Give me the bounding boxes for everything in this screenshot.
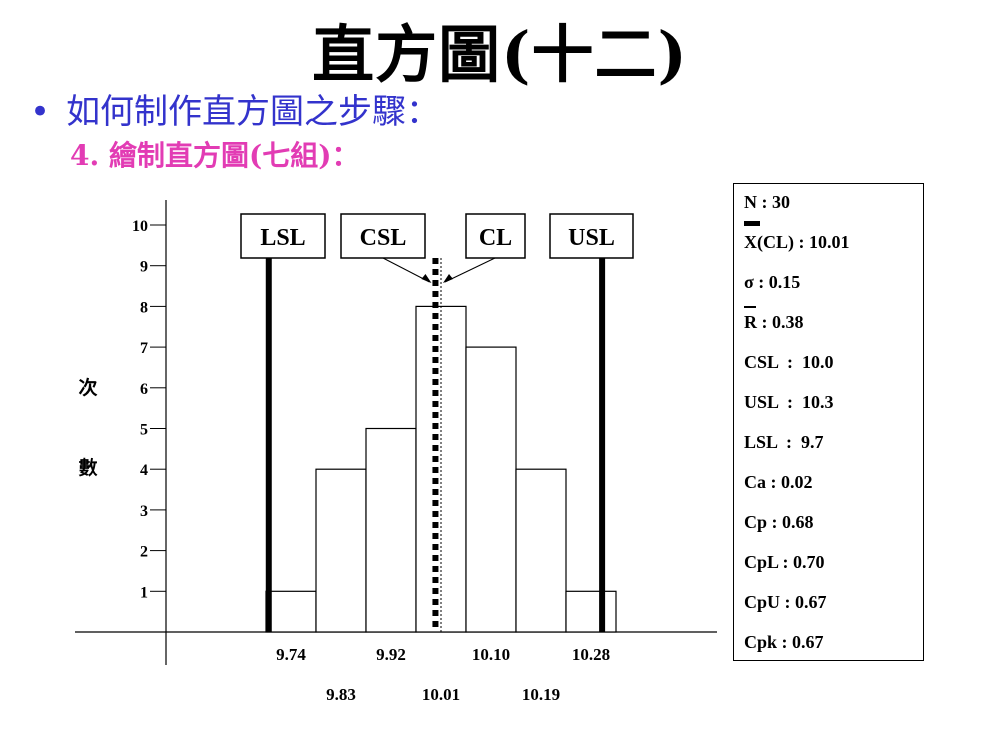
x-tick-label: 10.01 (422, 685, 460, 704)
bullet-dot: • (30, 92, 51, 132)
histogram-bar (315, 468, 367, 633)
y-tick-label: 3 (140, 503, 148, 520)
x-tick-label: 10.28 (572, 645, 610, 664)
rbar-overline (744, 306, 756, 308)
lsl-label-box (240, 213, 326, 259)
stat-line: σ : 0.15 (744, 272, 801, 292)
y-tick-label: 9 (140, 259, 148, 276)
csl-arrow (382, 257, 430, 283)
stat-line: N : 30 (744, 192, 790, 212)
cl-label: CL (479, 225, 512, 251)
x-tick-label: 10.10 (472, 645, 510, 664)
page-title: 直方圖(十二) (312, 18, 688, 91)
stat-line: CpL : 0.70 (744, 552, 825, 572)
stat-line: LSL : 9.7 (744, 432, 824, 452)
stat-line: R : 0.38 (744, 312, 804, 332)
histogram-bar (265, 590, 317, 633)
usl-label: USL (568, 225, 615, 251)
stat-line: X(CL) : 10.01 (744, 232, 850, 252)
reference-lines (240, 213, 634, 632)
y-tick-label: 10 (132, 218, 148, 235)
stat-line: CSL : 10.0 (744, 352, 834, 372)
cl-label-box (465, 213, 526, 259)
lsl-label: LSL (260, 225, 305, 251)
y-tick-label: 6 (140, 381, 148, 398)
histogram-bar (365, 427, 417, 633)
csl-arrowhead (421, 274, 432, 283)
histogram-bars (265, 305, 617, 633)
cl-arrowhead (443, 274, 453, 283)
step-subtitle: 4. 繪制直方圖(七組)： (70, 139, 360, 172)
stat-line: USL : 10.3 (744, 392, 834, 412)
statistics-panel: N : 30 X(CL) : 10.01 σ : 0.15 R : 0.38 CSL :… (733, 183, 924, 661)
stat-line: Ca : 0.02 (744, 472, 813, 492)
stat-line: Cp : 0.68 (744, 512, 814, 532)
y-tick-label: 1 (140, 584, 148, 601)
y-tick-label: 8 (140, 299, 148, 316)
csl-label: CSL (360, 225, 407, 251)
bullet-text: 如何制作直方圖之步驟： (66, 92, 441, 132)
y-tick-label: 2 (140, 544, 148, 561)
x-tick-label: 9.92 (376, 645, 406, 664)
stat-line: Cpk : 0.67 (744, 632, 824, 652)
x-tick-label: 9.83 (326, 685, 356, 704)
histogram-bar (465, 346, 517, 633)
y-tick-label: 4 (140, 462, 148, 479)
stat-line: CpU : 0.67 (744, 592, 827, 612)
histogram-bar (565, 590, 617, 633)
histogram-bar (515, 468, 567, 633)
chart-labels: 1 2 3 4 5 6 7 8 9 10 次數 9.74 9.92 10.10 10.28 9.83 10.01… (78, 218, 614, 704)
bullet-heading: • 如何制作直方圖之步驟： (30, 84, 440, 133)
x-tick-label: 10.19 (522, 685, 560, 704)
y-tick-label: 5 (140, 422, 148, 439)
y-axis-label: 次 (78, 376, 97, 399)
cl-arrow (444, 257, 496, 283)
y-tick-label: 7 (140, 340, 148, 357)
x-tick-label: 9.74 (276, 645, 306, 664)
usl-label-box (549, 213, 634, 259)
y-axis-label: 數 (78, 457, 97, 479)
xbar-overline (744, 221, 760, 226)
